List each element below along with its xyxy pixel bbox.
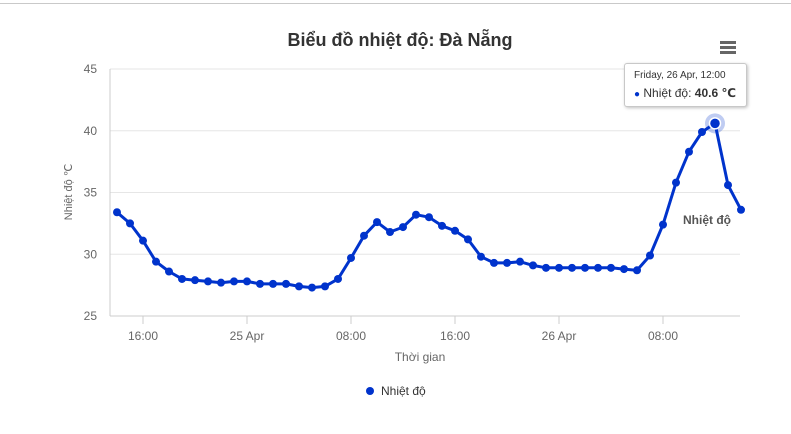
- data-point: [672, 178, 680, 187]
- data-point: [347, 253, 355, 262]
- data-point: [360, 231, 368, 240]
- data-point: [646, 251, 654, 260]
- data-point: [308, 283, 316, 292]
- x-tick-label: 16:00: [128, 329, 158, 343]
- data-point: [230, 277, 238, 286]
- data-point: [334, 274, 342, 283]
- y-tick-label: 35: [84, 186, 98, 200]
- y-tick-label: 40: [84, 124, 98, 138]
- data-point: [581, 263, 589, 272]
- tooltip-value: 40.6 ℃: [694, 86, 736, 100]
- data-point: [152, 257, 160, 266]
- data-point: [165, 267, 173, 276]
- data-point: [113, 208, 121, 217]
- data-point: [724, 181, 732, 190]
- data-point: [620, 265, 628, 274]
- data-point: [126, 219, 134, 228]
- data-point: [568, 263, 576, 272]
- grid-lines: [110, 68, 740, 255]
- x-tick-label: 26 Apr: [542, 329, 577, 343]
- y-axis-title: Nhiệt độ ℃: [63, 164, 75, 220]
- data-point: [438, 221, 446, 230]
- data-point: [217, 278, 225, 287]
- tooltip-series-dot: ●: [634, 89, 641, 100]
- tooltip-series-name: Nhiệt độ:: [643, 86, 692, 100]
- series-end-label: Nhiệt độ: [683, 213, 731, 227]
- data-point: [139, 236, 147, 245]
- y-tick-label: 30: [84, 247, 98, 261]
- data-point: [191, 276, 199, 285]
- data-point: [412, 210, 420, 219]
- data-point: [633, 266, 641, 275]
- data-point: [594, 263, 602, 272]
- data-point: [295, 282, 303, 291]
- data-point: [256, 279, 264, 288]
- data-point: [737, 205, 745, 214]
- series-line: [115, 121, 743, 290]
- data-point: [503, 258, 511, 267]
- x-tick-label: 08:00: [648, 329, 678, 343]
- data-point: [542, 263, 550, 272]
- data-point-highlighted: [708, 117, 722, 130]
- data-point: [399, 223, 407, 232]
- legend-dot-icon: [366, 387, 374, 395]
- data-point: [477, 252, 485, 261]
- data-point: [204, 277, 212, 286]
- data-point: [698, 127, 706, 136]
- top-divider: [0, 3, 791, 4]
- hamburger-menu-icon[interactable]: [716, 38, 740, 58]
- x-tick-label: 25 Apr: [230, 329, 265, 343]
- data-point: [451, 226, 459, 235]
- x-axis-title: Thời gian: [395, 350, 446, 364]
- data-point: [555, 263, 563, 272]
- legend-label: Nhiệt độ: [381, 384, 426, 398]
- y-tick-label: 45: [84, 62, 98, 76]
- data-point: [464, 235, 472, 244]
- data-point: [373, 218, 381, 227]
- data-point: [386, 228, 394, 237]
- data-tooltip: Friday, 26 Apr, 12:00 ● Nhiệt độ: 40.6 ℃: [624, 63, 747, 107]
- y-tick-labels: 25 30 35 40 45: [84, 62, 98, 323]
- tooltip-row: ● Nhiệt độ: 40.6 ℃: [634, 85, 746, 103]
- data-point: [269, 279, 277, 288]
- x-tick-label: 16:00: [440, 329, 470, 343]
- chart-title: Biểu đồ nhiệt độ: Đà Nẵng: [287, 30, 513, 50]
- series-nhiet-do: [113, 113, 745, 292]
- y-tick-label: 25: [84, 309, 98, 323]
- data-point: [425, 213, 433, 222]
- legend-item-nhiet-do[interactable]: Nhiệt độ: [366, 384, 426, 400]
- data-point: [659, 220, 667, 229]
- data-point: [490, 258, 498, 267]
- data-point: [282, 279, 290, 288]
- tooltip-time: Friday, 26 Apr, 12:00: [634, 70, 726, 81]
- data-point: [178, 274, 186, 283]
- data-point: [685, 147, 693, 156]
- x-tick-labels: 16:00 25 Apr 08:00 16:00 26 Apr 08:00: [128, 316, 678, 343]
- data-point: [243, 277, 251, 286]
- data-point: [321, 282, 329, 291]
- x-tick-label: 08:00: [336, 329, 366, 343]
- data-point: [516, 257, 524, 266]
- data-point: [607, 263, 615, 272]
- data-point: [529, 261, 537, 270]
